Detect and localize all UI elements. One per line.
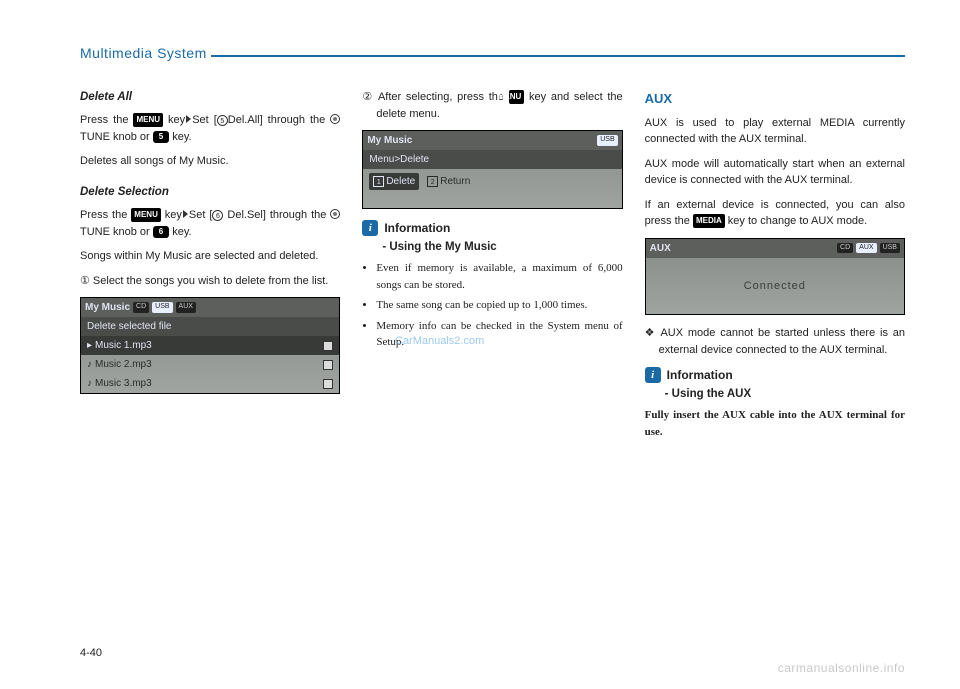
info-icon: i xyxy=(362,220,378,236)
lcd-title: My Music xyxy=(367,133,412,148)
lcd-badge: USB xyxy=(880,243,900,254)
para-deletes-all: Deletes all songs of My Music. xyxy=(80,153,340,170)
lcd-menu-item: 1Delete xyxy=(369,173,419,190)
column-2: ② After selecting, press the MENU key an… xyxy=(362,89,622,448)
watermark-center: CarManuals2.com xyxy=(395,335,484,347)
step-2: ② After selecting, press the MENU key an… xyxy=(362,89,622,122)
lcd-screenshot-3: AUX CD AUX USB Connected xyxy=(645,238,905,316)
para-aux-3: If an external device is connected, you … xyxy=(645,197,905,230)
lcd-center-text: Connected xyxy=(646,258,904,315)
page-number: 4-40 xyxy=(80,647,102,659)
lcd-subtitle: Menu>Delete xyxy=(363,150,621,169)
lcd-title: AUX xyxy=(650,241,671,256)
lcd-menu-item: 2Return xyxy=(427,173,470,190)
lcd-screenshot-2: My Music USB Menu>Delete 1Delete 2Return xyxy=(362,130,622,209)
play-icon xyxy=(183,210,188,218)
checkbox-icon xyxy=(323,360,333,370)
para-aux-1: AUX is used to play external MEDIA curre… xyxy=(645,115,905,148)
num-6-key: 6 xyxy=(153,226,169,238)
lcd-badge: USB xyxy=(597,135,617,146)
info-title: Information xyxy=(384,219,450,237)
knob-icon xyxy=(330,209,340,219)
lcd-badge: USB xyxy=(152,302,172,313)
lcd-topbar: My Music USB xyxy=(363,131,621,150)
aux-note: AUX mode cannot be started unless there … xyxy=(645,325,905,358)
lcd-row: ▸Music 1.mp3 xyxy=(81,336,339,355)
content-columns: Delete All Press the MENU keySet [5Del.A… xyxy=(80,89,905,448)
lcd-row: ♪Music 3.mp3 xyxy=(81,374,339,393)
num-5-key: 5 xyxy=(153,131,169,143)
column-1: Delete All Press the MENU keySet [5Del.A… xyxy=(80,89,340,448)
circled-6-icon: 6 xyxy=(212,210,223,221)
media-key: MEDIA xyxy=(693,214,725,228)
para-aux-2: AUX mode will automatically start when a… xyxy=(645,156,905,189)
info-title: Information xyxy=(667,366,733,384)
lcd-topbar: AUX CD AUX USB xyxy=(646,239,904,258)
para-delete-sel: Press the MENU keySet [6 Del.Sel] throug… xyxy=(80,207,340,240)
lcd-row: ♪Music 2.mp3 xyxy=(81,355,339,374)
bullet: The same song can be copied up to 1,000 … xyxy=(376,297,622,314)
play-icon xyxy=(186,115,191,123)
menu-key: MENU xyxy=(131,208,161,222)
heading-delete-all: Delete All xyxy=(80,89,340,106)
lcd-badge: AUX xyxy=(856,243,876,254)
menu-key: MENU xyxy=(133,113,163,127)
watermark-corner: carmanualsonline.info xyxy=(778,661,905,675)
para-songs-selected: Songs within My Music are selected and d… xyxy=(80,248,340,265)
lcd-badge: CD xyxy=(133,302,149,313)
lcd-screenshot-1: My Music CD USB AUX Delete selected file… xyxy=(80,297,340,394)
step-1: ① Select the songs you wish to delete fr… xyxy=(80,273,340,290)
heading-aux: AUX xyxy=(645,89,905,109)
bullet: Even if memory is available, a maximum o… xyxy=(376,260,622,293)
info-icon: i xyxy=(645,367,661,383)
lcd-menu: 1Delete 2Return xyxy=(363,169,621,194)
menu-key: MENU xyxy=(509,90,525,104)
page-header: Multimedia System xyxy=(80,45,905,61)
lcd-title: My Music xyxy=(85,300,130,315)
checkbox-icon xyxy=(323,379,333,389)
para-aux-insert: Fully insert the AUX cable into the AUX … xyxy=(645,407,905,440)
column-3: AUX AUX is used to play external MEDIA c… xyxy=(645,89,905,448)
circled-5-icon: 5 xyxy=(217,115,228,126)
para-delete-all: Press the MENU keySet [5Del.All] through… xyxy=(80,112,340,145)
info-block: i Information xyxy=(645,366,905,384)
info-subtitle: - Using the AUX xyxy=(665,386,905,403)
knob-icon xyxy=(330,114,340,124)
lcd-subtitle: Delete selected file xyxy=(81,317,339,336)
info-block: i Information xyxy=(362,219,622,237)
lcd-badge: CD xyxy=(837,243,853,254)
header-rule xyxy=(211,55,905,57)
lcd-topbar: My Music CD USB AUX xyxy=(81,298,339,317)
info-subtitle: - Using the My Music xyxy=(382,239,622,256)
checkbox-icon xyxy=(323,341,333,351)
lcd-badge: AUX xyxy=(176,302,196,313)
heading-delete-selection: Delete Selection xyxy=(80,184,340,201)
header-title: Multimedia System xyxy=(80,45,207,61)
